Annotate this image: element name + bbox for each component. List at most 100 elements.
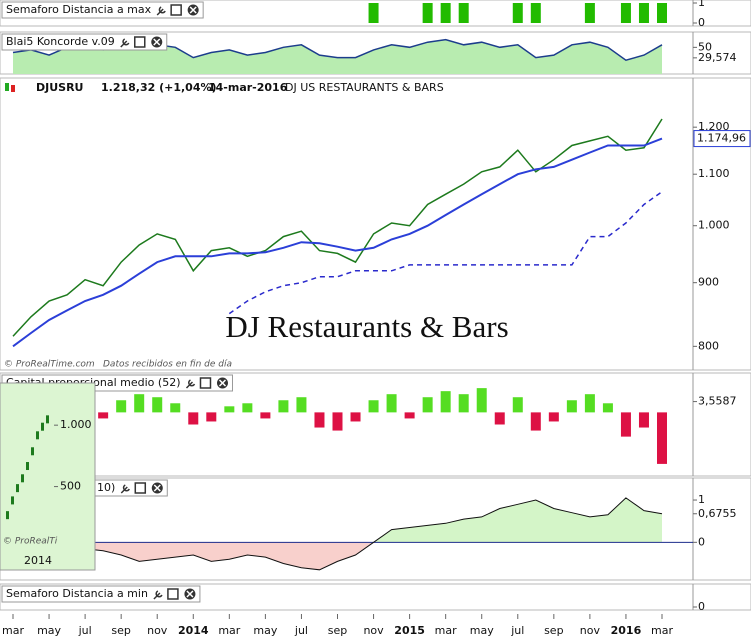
icon-close-x <box>186 590 194 598</box>
icon-window <box>170 4 182 16</box>
panel-title-box <box>1 585 201 603</box>
bar <box>41 422 44 431</box>
bar <box>242 403 253 413</box>
bar <box>152 397 163 413</box>
x-tick-label: nov <box>147 624 168 637</box>
x-tick-label: may <box>253 624 277 637</box>
area-negative <box>13 542 662 570</box>
bar <box>11 496 14 505</box>
y-tick-label: 800 <box>698 339 719 352</box>
icon-window <box>199 377 212 389</box>
bar <box>458 3 469 23</box>
y-tick-label: 3,5587 <box>698 395 737 408</box>
x-tick-label: 2016 <box>611 624 642 637</box>
bar <box>116 400 127 413</box>
bar <box>512 3 523 23</box>
bar <box>620 412 631 437</box>
bar <box>584 3 595 23</box>
icon-window <box>134 482 147 494</box>
x-tick-label: mar <box>2 624 24 637</box>
panel-title-box <box>1 1 204 19</box>
y-tick-label: 29,574 <box>698 51 737 64</box>
bar <box>170 403 181 413</box>
bar <box>404 412 415 419</box>
bar <box>638 412 649 428</box>
x-tick-label: may <box>470 624 494 637</box>
bar <box>530 412 541 431</box>
y-tick-label: 0 <box>698 535 705 548</box>
x-tick-label: may <box>37 624 61 637</box>
icon-wrench <box>185 379 196 389</box>
panel-title: Blai5 Koncorde v.09 <box>6 35 115 48</box>
x-tick-label: mar <box>435 624 457 637</box>
x-tick-label: nov <box>363 624 384 637</box>
y-tick-label: 1.200 <box>698 120 730 133</box>
x-tick-label: sep <box>328 624 347 637</box>
bar <box>224 406 235 413</box>
y-tick-label: 1.100 <box>698 167 730 180</box>
value-label: 1.174,96 <box>697 132 746 145</box>
icon-window <box>167 588 179 600</box>
bar <box>188 412 199 425</box>
x-tick-label: mar <box>218 624 240 637</box>
icon-close-x <box>218 379 227 387</box>
watermark: DJ Restaurants & Bars <box>225 309 508 344</box>
bar <box>368 400 379 413</box>
icon-window <box>134 36 146 48</box>
bar <box>206 412 217 422</box>
line <box>228 191 663 315</box>
bar <box>530 3 541 23</box>
bar <box>98 412 109 419</box>
panel-title: Semaforo Distancia a max <box>6 3 152 16</box>
x-tick-label: sep <box>544 624 563 637</box>
y-tick-label: 0 <box>698 16 705 29</box>
bar <box>422 397 433 413</box>
panel <box>0 77 751 371</box>
bar <box>458 394 469 413</box>
inset <box>0 382 96 571</box>
bar <box>657 3 667 23</box>
source: © ProRealTi <box>3 537 58 547</box>
bar <box>494 412 505 425</box>
icon-close-x <box>153 38 161 46</box>
y-tick-label: 0,6755 <box>698 507 737 520</box>
bar <box>350 412 361 422</box>
bar <box>6 511 9 520</box>
icon-close-x <box>189 6 197 14</box>
bar <box>296 397 307 413</box>
icon-wrench <box>153 590 163 600</box>
note: Datos recibidos en fin de día <box>103 360 232 370</box>
bar <box>440 3 451 23</box>
bar <box>134 394 145 413</box>
line <box>12 118 663 337</box>
candle-icon <box>11 85 15 92</box>
y-tick-label: 1 <box>698 493 705 506</box>
quote: 1.218,32 (+1,04%) <box>101 81 217 94</box>
bar <box>36 431 39 440</box>
bar <box>512 397 523 413</box>
icon-close-x <box>153 484 161 492</box>
y-tick-label: 500 <box>60 480 81 493</box>
x-tick-label: 2014 <box>178 624 209 637</box>
bar <box>16 484 19 493</box>
icon-wrench <box>120 38 130 48</box>
y-tick-label: 50 <box>698 40 712 53</box>
value-label-box <box>693 130 751 148</box>
source: © ProRealTime.com <box>4 360 95 370</box>
bar <box>46 415 49 424</box>
bar <box>422 3 433 23</box>
bar <box>260 412 271 419</box>
ticker: DJUSRU <box>36 81 83 94</box>
bar <box>584 394 595 413</box>
x-tick-label: mar <box>651 624 673 637</box>
y-tick-label: 900 <box>698 276 719 289</box>
bar <box>566 400 577 413</box>
bar <box>548 412 559 422</box>
bar <box>602 403 613 413</box>
line <box>13 497 663 571</box>
area <box>13 39 662 74</box>
y-tick-label: 0 <box>698 600 705 613</box>
line <box>12 137 663 348</box>
x-tick-label: jul <box>78 624 92 637</box>
